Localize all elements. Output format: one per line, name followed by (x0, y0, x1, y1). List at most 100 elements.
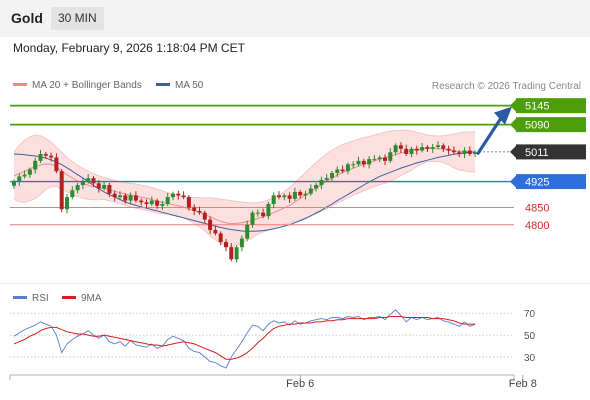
candle-body (75, 185, 80, 191)
candle (345, 162, 350, 175)
candle-body (261, 212, 266, 217)
candle (441, 143, 446, 152)
candle (324, 173, 329, 182)
level-tag-pointer-5011 (510, 145, 516, 158)
candle (112, 190, 117, 202)
bollinger-lower (13, 160, 476, 248)
candle-body (65, 197, 69, 210)
candle-body (255, 212, 260, 214)
candle-body (133, 195, 138, 201)
candle-body (436, 145, 440, 148)
candle (208, 216, 213, 235)
candle-body (86, 178, 91, 182)
candle-body (398, 145, 403, 149)
candle-body (277, 195, 281, 198)
x-tick-label: Feb 6 (286, 378, 314, 390)
bollinger-band (14, 130, 476, 247)
legend-label-ma50: MA 50 (175, 80, 204, 91)
candle (388, 148, 393, 163)
candle (462, 147, 467, 159)
candle-body (160, 204, 165, 206)
candle-body (340, 169, 345, 172)
candle (17, 173, 22, 186)
legend-ma50: MA 50 (156, 80, 203, 91)
candle-body (218, 233, 223, 243)
candle (171, 191, 175, 201)
rsi-tick-30: 30 (524, 353, 536, 364)
candle (65, 194, 69, 214)
candle (239, 235, 244, 252)
candle (467, 146, 472, 157)
candle-body (446, 148, 451, 151)
candle (38, 149, 43, 163)
candle-body (425, 147, 430, 149)
candle (473, 150, 478, 158)
legend-9ma: 9MA (62, 293, 102, 304)
candle-body (186, 197, 191, 208)
legend-label-ma20: MA 20 + Bollinger Bands (32, 80, 142, 91)
rsi-9ma-line (13, 316, 476, 360)
candle (128, 192, 133, 205)
candles (12, 141, 478, 263)
candle-body (462, 150, 467, 154)
candle (383, 154, 387, 166)
candle (43, 151, 48, 159)
timeframe-button[interactable]: 30 MIN (51, 7, 104, 30)
legend-label-rsi: RSI (32, 293, 49, 304)
candle (245, 220, 250, 241)
candle-body (80, 181, 85, 186)
candle (261, 208, 266, 219)
candle (102, 180, 107, 191)
candle (287, 192, 292, 204)
candle (436, 141, 440, 150)
legend-swatch-rsi (13, 295, 27, 299)
candle (118, 191, 122, 200)
rsi-tick-70: 70 (524, 309, 536, 320)
candle (330, 170, 334, 182)
candle (266, 201, 271, 220)
candle (255, 209, 260, 217)
level-tag-5090 (516, 117, 586, 133)
candle-body (192, 207, 197, 211)
candle-body (91, 178, 96, 184)
candle (165, 192, 170, 207)
candle (70, 186, 75, 200)
candle (361, 158, 366, 168)
candle (250, 210, 255, 228)
candle-body (229, 247, 234, 260)
level-label-5090: 5090 (525, 120, 549, 132)
level-label-5011: 5011 (525, 147, 549, 159)
bollinger-upper (13, 129, 476, 204)
candle-body (388, 152, 393, 161)
candle (49, 152, 54, 162)
candle (451, 146, 456, 155)
legend-rsi: RSI (13, 293, 49, 304)
level-tag-pointer-5145 (510, 99, 516, 112)
candle (213, 225, 218, 236)
candle-body (171, 193, 175, 198)
candle-body (441, 145, 446, 149)
candle (425, 144, 430, 152)
candle (75, 182, 80, 194)
candle (155, 198, 160, 209)
candle-body (107, 185, 112, 194)
candle (335, 166, 340, 178)
candle-body (181, 195, 186, 198)
candle-body (414, 148, 419, 151)
candle-body (377, 157, 382, 160)
candle-body (282, 195, 287, 198)
candle-body (330, 172, 334, 179)
candle (27, 167, 32, 178)
candle (133, 191, 138, 203)
level-label-4925: 4925 (525, 177, 549, 189)
candle-body (457, 152, 462, 154)
candle (393, 143, 398, 156)
candle-body (149, 200, 154, 205)
candle-body (234, 247, 239, 260)
candle-body (303, 193, 308, 196)
candle-body (239, 238, 244, 248)
x-tick-label: Feb 8 (509, 378, 537, 390)
level-tag-pointer-4925 (510, 175, 516, 188)
candle (340, 165, 345, 174)
